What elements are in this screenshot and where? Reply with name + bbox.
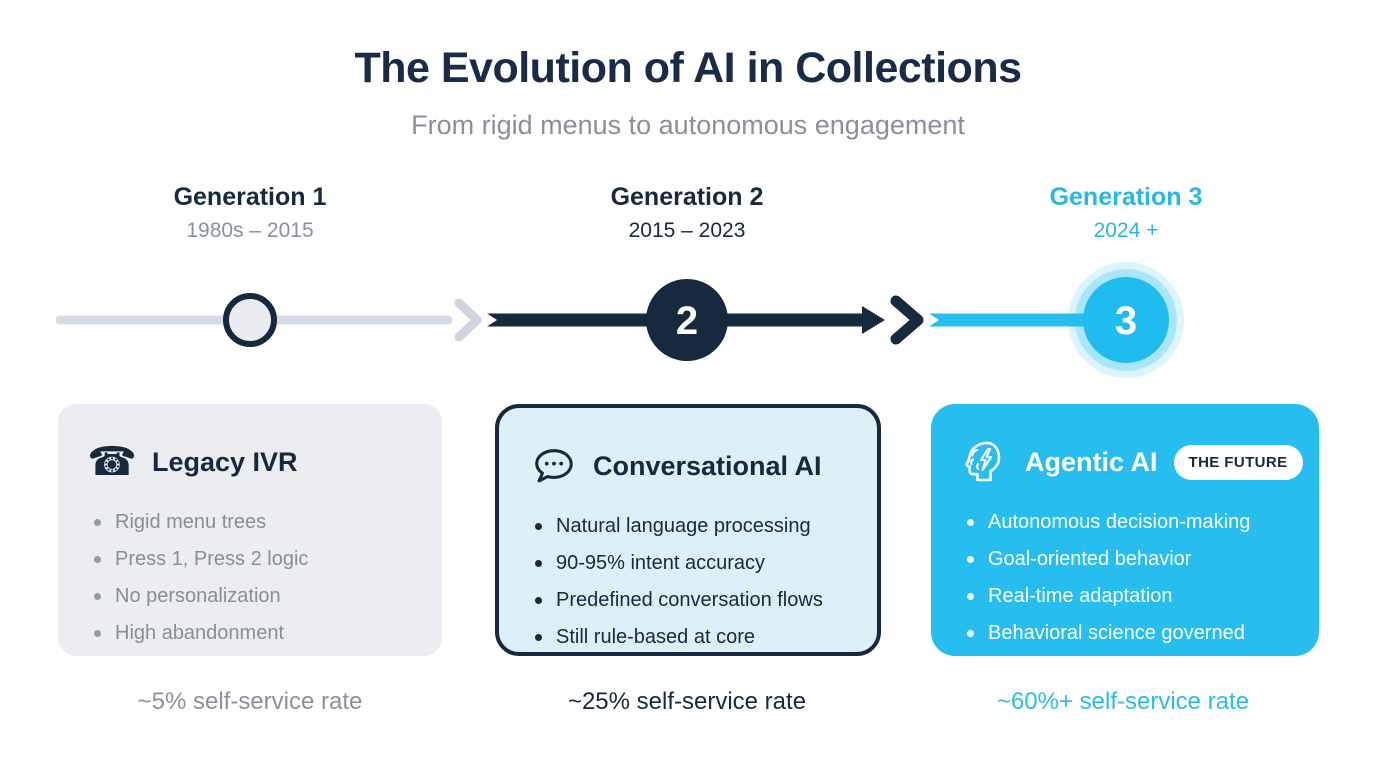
bullet-text: Rigid menu trees (115, 511, 267, 533)
chevron-right-icon (890, 295, 924, 345)
bullet-dot (94, 519, 101, 526)
page-subtitle: From rigid menus to autonomous engagemen… (411, 110, 965, 140)
generation-2-period: 2015 – 2023 (628, 219, 746, 242)
list-item: Real-time adaptation (961, 585, 1289, 608)
bullet-text: Real-time adaptation (988, 585, 1173, 607)
future-badge: THE FUTURE (1173, 444, 1303, 480)
card-agentic-ai: Agentic AI THE FUTURE Autonomous decisio… (931, 404, 1319, 656)
generation-2-label: Generation 2 (610, 183, 764, 211)
list-item: Press 1, Press 2 logic (88, 548, 412, 571)
bullet-dot (535, 634, 542, 641)
list-item: Predefined conversation flows (529, 589, 847, 612)
self-service-rate-2: ~25% self-service rate (567, 688, 807, 715)
list-item: Autonomous decision-making (961, 511, 1289, 534)
timeline: 3 2 (55, 262, 1184, 378)
bullet-text: Predefined conversation flows (556, 589, 823, 611)
card-legacy-ivr: ☎ Legacy IVR Rigid menu trees Press 1, P… (58, 404, 442, 656)
list-item: Behavioral science governed (961, 622, 1289, 645)
self-service-rate-3: ~60%+ self-service rate (996, 688, 1250, 715)
bullet-text: Behavioral science governed (988, 622, 1245, 644)
timeline-node-1 (223, 293, 277, 347)
bullet-text: Autonomous decision-making (988, 511, 1251, 533)
bullet-text: 90-95% intent accuracy (556, 552, 766, 574)
page-title: The Evolution of AI in Collections (354, 44, 1022, 92)
card-title: Agentic AI (1025, 446, 1158, 477)
list-item: No personalization (88, 585, 412, 608)
bullet-text: Press 1, Press 2 logic (115, 548, 309, 570)
list-item: Still rule-based at core (529, 626, 847, 649)
bullet-list: Natural language processing 90-95% inten… (529, 515, 847, 649)
timeline-node-3 (1083, 277, 1169, 363)
generation-3-period: 2024 + (1093, 219, 1159, 242)
bullet-dot (94, 630, 101, 637)
bullet-dot (94, 593, 101, 600)
bullet-dot (967, 519, 974, 526)
bullet-dot (967, 556, 974, 563)
generation-3-header: Generation 3 2024 + (976, 183, 1276, 243)
telephone-icon: ☎ (87, 439, 137, 485)
bullet-text: Still rule-based at core (556, 626, 755, 648)
bullet-text: High abandonment (115, 622, 285, 644)
bullet-dot (94, 556, 101, 563)
bullet-dot (967, 593, 974, 600)
timeline-node-3-number: 3 (1115, 299, 1137, 343)
generation-2-header: Generation 2 2015 – 2023 (537, 183, 837, 243)
bullet-text: Goal-oriented behavior (988, 548, 1192, 570)
head-circuit-icon (961, 438, 1009, 486)
timeline-segment-3 (929, 313, 1100, 327)
timeline-node-2-number: 2 (676, 299, 698, 343)
bullet-dot (535, 597, 542, 604)
bullet-dot (535, 523, 542, 530)
self-service-rate-1: ~5% self-service rate (137, 688, 363, 715)
chat-bubble-icon (529, 442, 577, 490)
bullet-list: Autonomous decision-making Goal-oriented… (961, 511, 1289, 645)
card-title: Legacy IVR (152, 446, 298, 477)
timeline-node-2 (646, 279, 728, 361)
bullet-text: Natural language processing (556, 515, 811, 537)
list-item: 90-95% intent accuracy (529, 552, 847, 575)
list-item: Goal-oriented behavior (961, 548, 1289, 571)
card-title: Conversational AI (593, 450, 822, 481)
generation-1-period: 1980s – 2015 (186, 219, 314, 242)
bullet-dot (967, 630, 974, 637)
bullet-text: No personalization (115, 585, 281, 607)
bullet-list: Rigid menu trees Press 1, Press 2 logic … (88, 511, 412, 645)
list-item: High abandonment (88, 622, 412, 645)
bullet-dot (535, 560, 542, 567)
card-header: Agentic AI THE FUTURE (961, 438, 1303, 486)
list-item: Natural language processing (529, 515, 847, 538)
chevron-right-icon (454, 298, 482, 342)
list-item: Rigid menu trees (88, 511, 412, 534)
generation-1-label: Generation 1 (173, 183, 327, 211)
generation-1-header: Generation 1 1980s – 2015 (100, 183, 400, 243)
card-header: Conversational AI (529, 442, 847, 490)
card-conversational-ai: Conversational AI Natural language proce… (495, 404, 881, 656)
generation-3-label: Generation 3 (1049, 183, 1203, 211)
card-header: ☎ Legacy IVR (87, 438, 412, 486)
